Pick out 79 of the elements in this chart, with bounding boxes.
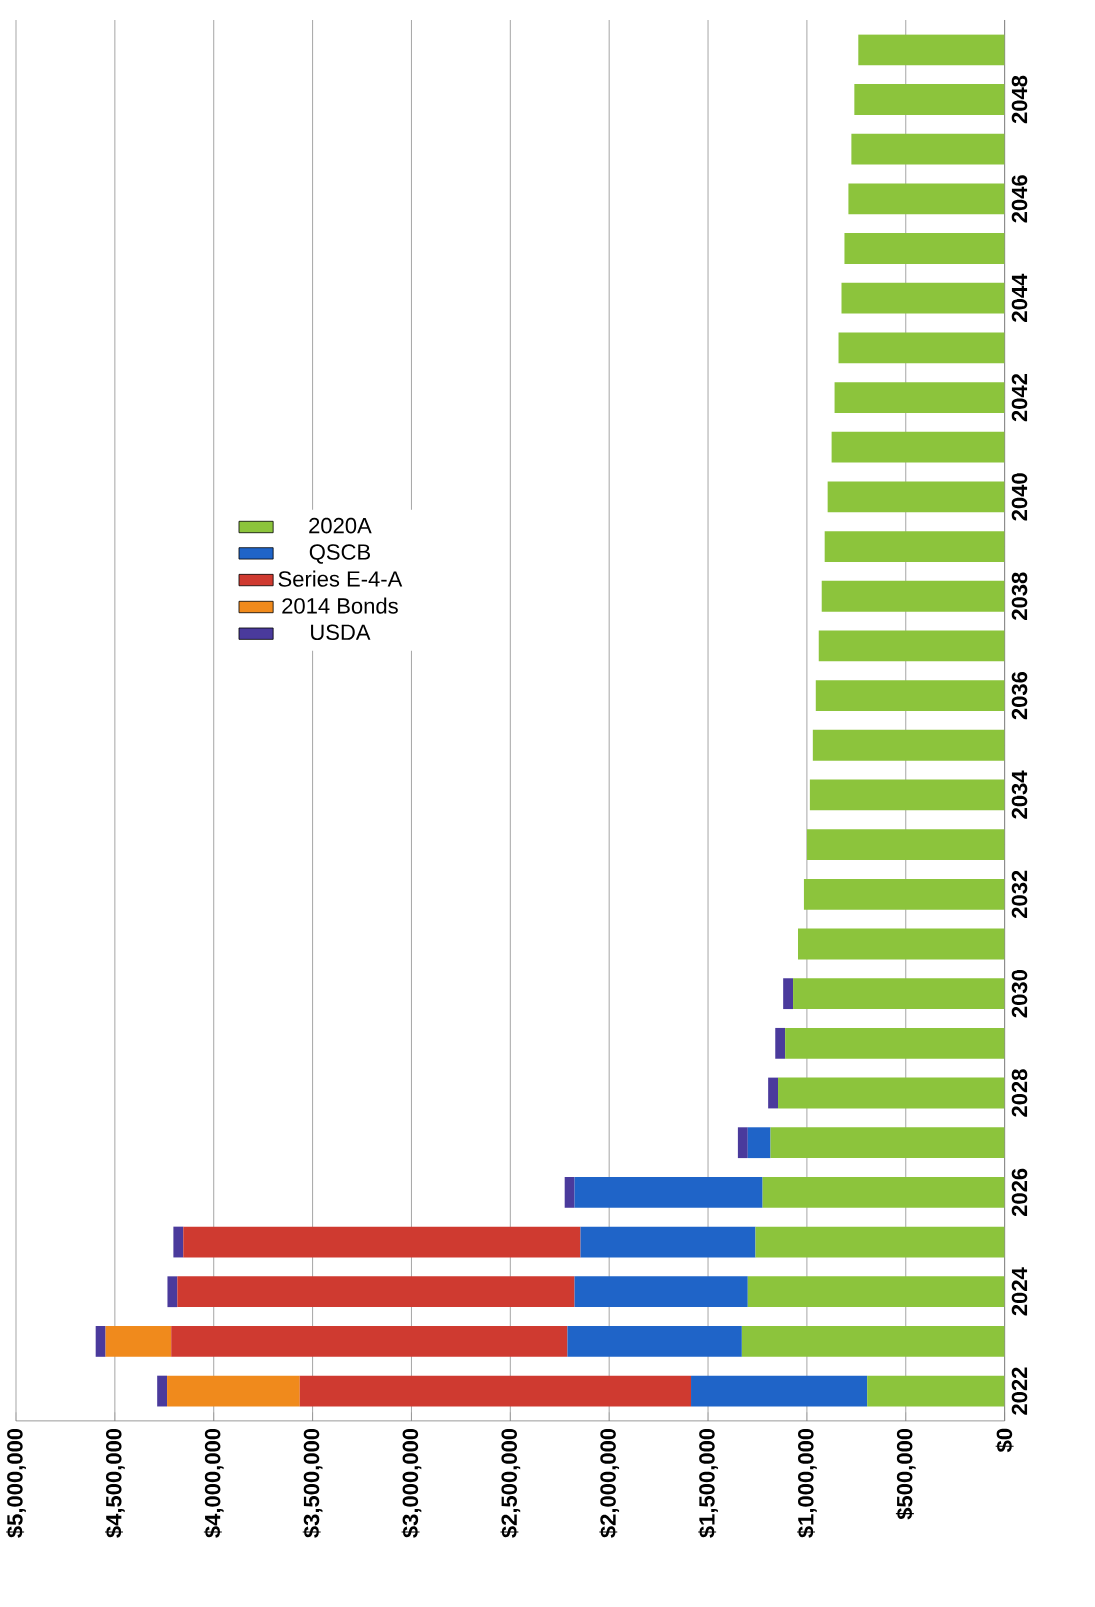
legend-label: Series E-4-A: [278, 570, 403, 587]
y-tick-label: 2046: [1011, 175, 1028, 223]
bar: [810, 779, 1005, 811]
legend-label: 2014 Bonds: [282, 597, 399, 614]
bar: [183, 1226, 581, 1258]
bar: [815, 680, 1005, 711]
x-tick-label: $5,000,000: [6, 1428, 27, 1538]
bar: [818, 630, 1005, 662]
y-tick-label: 2048: [1011, 75, 1028, 124]
bar: [798, 928, 1005, 960]
bar: [177, 1276, 575, 1308]
bar: [167, 1276, 178, 1308]
bar: [793, 978, 1005, 1010]
bar: [157, 1375, 168, 1407]
bar: [580, 1226, 756, 1258]
y-tick-label: 2038: [1011, 572, 1028, 620]
bar: [775, 1027, 786, 1059]
bar: [747, 1276, 1005, 1308]
y-tick-label: 2024: [1011, 1267, 1028, 1316]
bar: [824, 531, 1005, 562]
bar: [567, 1326, 742, 1357]
x-tick-label: $500,000: [896, 1428, 916, 1520]
bar: [747, 1127, 771, 1159]
bar: [768, 1077, 779, 1109]
y-tick-label: 2028: [1011, 1069, 1028, 1117]
bar: [854, 84, 1005, 115]
bar: [299, 1375, 692, 1407]
bar: [851, 133, 1005, 165]
bar: [838, 332, 1005, 364]
y-tick-label: 2022: [1011, 1367, 1028, 1415]
legend-label: USDA: [311, 624, 371, 641]
bar: [867, 1375, 1005, 1407]
bar: [807, 829, 1005, 861]
x-tick-label: $3,000,000: [401, 1428, 422, 1538]
y-tick-label: 2032: [1011, 870, 1028, 919]
y-tick-label: 2044: [1011, 273, 1028, 322]
y-tick-label: 2034: [1011, 770, 1028, 819]
bar: [173, 1226, 184, 1258]
bar: [95, 1326, 106, 1357]
bar: [821, 580, 1005, 612]
x-tick-label: $4,000,000: [204, 1428, 224, 1538]
x-tick-label: $2,500,000: [500, 1428, 521, 1538]
y-tick-label: 2036: [1011, 671, 1028, 720]
bar: [827, 481, 1005, 513]
x-tick-label: $1,500,000: [698, 1428, 719, 1538]
bar: [167, 1375, 300, 1407]
x-tick-label: $4,500,000: [105, 1428, 125, 1538]
bar: [844, 233, 1005, 264]
bar: [785, 1027, 1005, 1059]
legend-label: QSCB: [309, 544, 371, 564]
y-tick-label: 2026: [1011, 1168, 1028, 1217]
bar: [841, 282, 1005, 314]
bar: [564, 1176, 575, 1208]
bar: [834, 382, 1005, 413]
bar: [738, 1127, 748, 1159]
bar: [804, 878, 1005, 910]
x-tick-label: $0: [995, 1428, 1014, 1453]
x-tick-label: $3,500,000: [302, 1428, 323, 1538]
bar: [755, 1226, 1005, 1258]
bar: [574, 1276, 748, 1308]
bar: [848, 183, 1005, 215]
x-tick-label: $2,000,000: [599, 1428, 620, 1538]
legend-label: 2020A: [309, 517, 372, 534]
bar: [812, 729, 1005, 761]
bar: [762, 1176, 1005, 1208]
y-tick-label: 2030: [1011, 970, 1028, 1018]
bar: [858, 34, 1005, 66]
bar: [783, 978, 794, 1010]
bar: [691, 1375, 868, 1407]
x-tick-label: $1,000,000: [797, 1428, 817, 1538]
bar: [770, 1127, 1005, 1159]
bar: [171, 1326, 568, 1357]
bar: [778, 1077, 1005, 1109]
y-tick-label: 2040: [1011, 473, 1028, 521]
bar: [574, 1176, 763, 1208]
bar: [831, 431, 1005, 463]
bar: [105, 1326, 172, 1357]
y-tick-label: 2042: [1011, 373, 1028, 422]
bar: [742, 1326, 1005, 1357]
